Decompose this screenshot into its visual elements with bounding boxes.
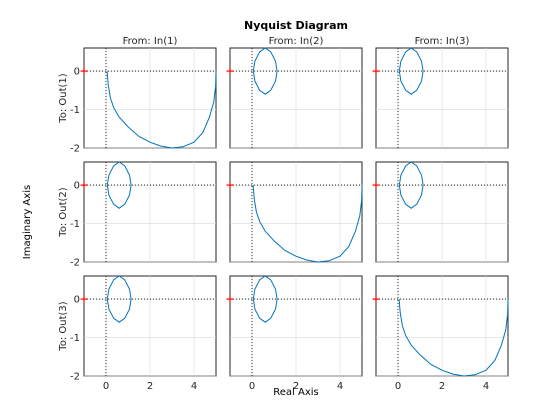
x-tick-label: 4 <box>337 381 343 392</box>
y-tick-label: 0 <box>74 295 80 306</box>
chart-title: Nyquist Diagram <box>244 19 348 32</box>
column-label: From: In(3) <box>415 36 470 47</box>
y-axis-label: Imaginary Axis <box>22 185 33 259</box>
row-label: To: Out(2) <box>58 187 69 237</box>
x-tick-label: 0 <box>103 381 109 392</box>
nyquist-curve <box>398 299 509 377</box>
y-tick-label: -1 <box>70 105 80 116</box>
panel-r3-c3: 0 2 4 <box>372 275 509 392</box>
x-tick-label: 0 <box>395 381 401 392</box>
nyquist-curve <box>398 161 424 209</box>
nyquist-curve <box>252 185 363 263</box>
y-tick-label: -2 <box>70 144 80 155</box>
y-tick-label: -2 <box>70 372 80 383</box>
column-label: From: In(2) <box>269 36 324 47</box>
x-axis-label: Real Axis <box>273 387 318 398</box>
panel-r1-c2: From: In(2) <box>226 36 363 149</box>
nyquist-curve <box>106 71 217 149</box>
panel-r3-c2: 0 2 4 <box>226 275 363 392</box>
panel-r2-c1: -2 -1 0 To: Out(2) <box>58 161 217 269</box>
panel-r2-c2 <box>226 161 363 263</box>
nyquist-curve <box>252 47 278 95</box>
panel-r3-c1: -2 -1 0 To: Out(3) 0 2 4 <box>58 275 217 392</box>
x-tick-label: 0 <box>249 381 255 392</box>
x-tick-label: 2 <box>147 381 153 392</box>
x-tick-label: 2 <box>439 381 445 392</box>
nyquist-curve <box>106 161 132 209</box>
nyquist-curve <box>106 275 132 323</box>
panel-r2-c3 <box>372 161 509 263</box>
y-tick-label: 0 <box>74 181 80 192</box>
y-tick-label: 0 <box>74 67 80 78</box>
x-tick-label: 2 <box>293 381 299 392</box>
column-label: From: In(1) <box>123 36 178 47</box>
y-tick-label: -2 <box>70 258 80 269</box>
y-tick-label: -1 <box>70 333 80 344</box>
panel-r1-c1: -2 -1 0 To: Out(1) From: In(1) <box>58 36 217 155</box>
row-label: To: Out(1) <box>58 73 69 123</box>
x-tick-label: 4 <box>191 381 197 392</box>
panel-r1-c3: From: In(3) <box>372 36 509 149</box>
row-label: To: Out(3) <box>58 301 69 351</box>
nyquist-curve <box>398 47 424 95</box>
x-tick-label: 4 <box>483 381 489 392</box>
y-tick-label: -1 <box>70 219 80 230</box>
nyquist-curve <box>252 275 278 323</box>
